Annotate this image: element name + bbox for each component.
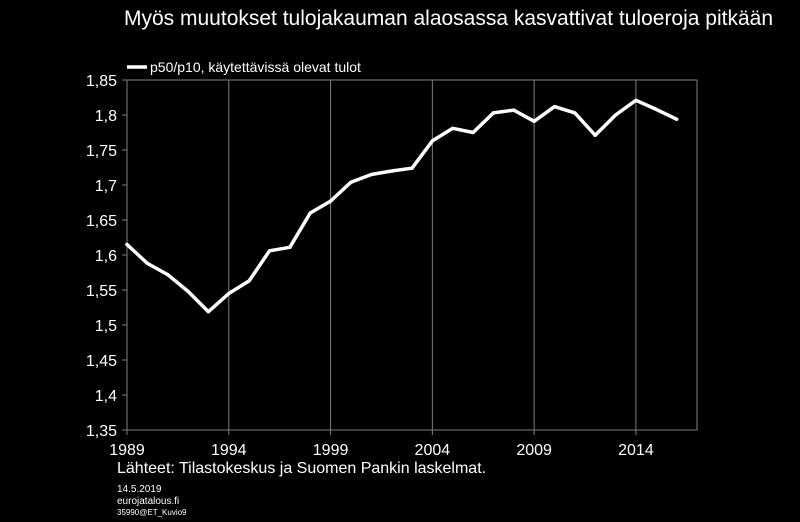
data-point (634, 98, 638, 102)
data-point (186, 289, 190, 293)
data-point (125, 242, 129, 247)
y-tick-label: 1,8 (95, 108, 117, 125)
y-tick-label: 1,55 (86, 283, 117, 300)
data-point (288, 245, 292, 249)
data-point (308, 211, 312, 215)
data-point (573, 111, 577, 115)
data-point (593, 133, 597, 137)
y-tick-label: 1,75 (86, 143, 117, 160)
x-tick-label: 2004 (415, 442, 451, 459)
data-point (328, 199, 333, 203)
y-tick-label: 1,65 (86, 213, 117, 230)
data-point (369, 172, 373, 177)
data-point (654, 107, 658, 111)
publish-date: 14.5.2019 (117, 484, 162, 495)
data-point (227, 291, 231, 296)
data-point (451, 126, 455, 130)
x-tick-label: 2009 (516, 442, 552, 459)
y-tick-label: 1,35 (86, 423, 117, 440)
data-point (206, 310, 211, 314)
data-point (349, 180, 353, 184)
data-point (166, 273, 170, 277)
data-point (471, 130, 475, 135)
plot-frame (126, 79, 698, 431)
data-point (512, 108, 516, 112)
y-tick-label: 1,85 (86, 73, 117, 90)
data-point (532, 119, 536, 123)
site-name: eurojatalous.fi (117, 496, 180, 507)
series-line (125, 98, 679, 314)
x-tick-label: 2014 (618, 442, 654, 459)
source-note: Lähteet: Tilastokeskus ja Suomen Pankin … (117, 460, 487, 477)
data-point (675, 117, 679, 121)
y-tick-label: 1,7 (95, 178, 117, 195)
data-point (491, 111, 496, 115)
y-tick-label: 1,5 (95, 318, 117, 335)
data-point (247, 279, 251, 283)
data-point (552, 105, 557, 109)
x-tick-label: 1989 (109, 442, 145, 459)
legend-label: p50/p10, käytettävissä olevat tulot (150, 59, 361, 75)
data-point (613, 113, 618, 117)
data-point (410, 166, 414, 170)
figure-code: 35990@ET_Kuvio9 (117, 508, 187, 517)
x-tick-label: 1994 (211, 442, 247, 459)
x-tick-label: 1999 (313, 442, 349, 459)
data-point (267, 249, 272, 253)
data-point (430, 139, 434, 143)
chart-title: Myös muutokset tulojakauman alaosassa ka… (124, 7, 774, 30)
y-tick-label: 1,45 (86, 353, 117, 370)
data-point (390, 169, 394, 173)
data-point (145, 261, 149, 265)
y-tick-label: 1,6 (95, 248, 117, 265)
y-tick-label: 1,4 (95, 388, 117, 405)
